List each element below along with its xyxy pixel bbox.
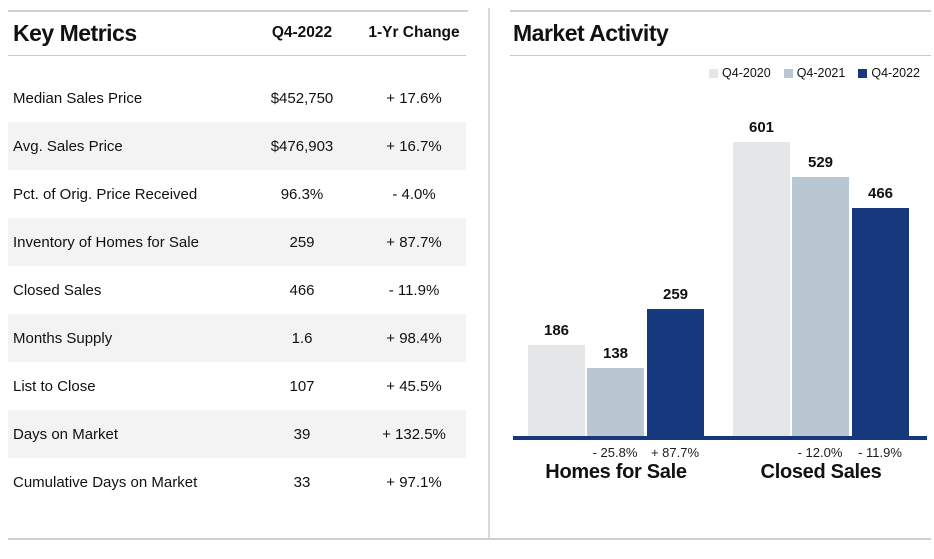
legend-swatch-icon <box>783 68 793 78</box>
table-row: Median Sales Price $452,750 + 17.6% <box>8 74 466 122</box>
legend-label: Q4-2022 <box>871 66 920 80</box>
table-row: Days on Market 39 + 132.5% <box>8 410 466 458</box>
metric-change: + 17.6% <box>386 89 442 107</box>
metric-value: 1.6 <box>291 329 313 347</box>
metric-change: - 11.9% <box>388 281 440 299</box>
table-row: Closed Sales 466 - 11.9% <box>8 266 466 314</box>
metric-change: + 45.5% <box>386 377 442 395</box>
table-row: Pct. of Orig. Price Received 96.3% - 4.0… <box>8 170 466 218</box>
pct-change-label: - 12.0% <box>797 445 843 460</box>
bar-value-label: 529 <box>807 154 834 171</box>
table-row: Inventory of Homes for Sale 259 + 87.7% <box>8 218 466 266</box>
metric-label: Cumulative Days on Market <box>13 473 198 491</box>
metric-value: 259 <box>289 233 315 251</box>
metric-value: 466 <box>289 281 315 299</box>
table-row: Cumulative Days on Market 33 + 97.1% <box>8 458 466 506</box>
bar-homes-q4-2022: 259 <box>647 286 704 436</box>
legend-item-q4-2020: Q4-2020 <box>709 66 771 80</box>
bar-homes-q4-2020: 186 <box>528 322 585 436</box>
table-row: Avg. Sales Price $476,903 + 16.7% <box>8 122 466 170</box>
legend-swatch-icon <box>858 68 868 78</box>
bar-closed-q4-2022: 466 <box>852 185 909 436</box>
metric-label: Median Sales Price <box>13 89 143 107</box>
metric-value: $452,750 <box>270 89 334 107</box>
column-header-1yr-change: 1-Yr Change <box>368 24 460 41</box>
metric-change: - 4.0% <box>392 185 436 203</box>
bar-value-label: 138 <box>602 345 629 362</box>
table-row: Months Supply 1.6 + 98.4% <box>8 314 466 362</box>
metric-change: + 87.7% <box>386 233 442 251</box>
metric-label: Inventory of Homes for Sale <box>13 233 199 251</box>
bar-value-label: 601 <box>748 119 775 136</box>
bar-closed-q4-2020: 601 <box>733 119 790 436</box>
market-activity-title: Market Activity <box>513 19 669 46</box>
metric-change: + 98.4% <box>386 329 442 347</box>
metric-value: 107 <box>289 377 315 395</box>
legend-label: Q4-2021 <box>796 66 846 80</box>
key-metrics-header: Key Metrics Q4-2022 1-Yr Change <box>8 12 466 54</box>
x-axis-baseline <box>513 436 927 440</box>
metric-change: + 97.1% <box>386 473 442 491</box>
bar-value-label: 259 <box>662 286 689 303</box>
metric-label: Avg. Sales Price <box>13 137 123 155</box>
metric-label: Days on Market <box>13 425 119 443</box>
bar-value-label: 466 <box>867 185 894 202</box>
top-rule-left <box>8 10 468 12</box>
category-label-closed-sales: Closed Sales <box>760 461 882 483</box>
legend-item-q4-2022: Q4-2022 <box>858 66 920 80</box>
top-rule-right <box>510 10 931 12</box>
panel-divider <box>488 8 490 538</box>
legend-item-q4-2021: Q4-2021 <box>783 66 846 80</box>
metric-value: 39 <box>293 425 311 443</box>
metric-label: List to Close <box>13 377 96 395</box>
bar-homes-q4-2021: 138 <box>587 345 644 436</box>
legend-swatch-icon <box>709 68 719 78</box>
metric-value: 96.3% <box>280 185 324 203</box>
category-label-homes-for-sale: Homes for Sale <box>545 461 687 483</box>
header-underline-left <box>8 55 466 56</box>
legend-label: Q4-2020 <box>722 66 771 80</box>
metric-change: + 132.5% <box>382 425 446 443</box>
metric-label: Months Supply <box>13 329 113 347</box>
metric-value: $476,903 <box>270 137 334 155</box>
bottom-rule <box>8 538 931 540</box>
bar-value-label: 186 <box>543 322 570 339</box>
key-metrics-table: Median Sales Price $452,750 + 17.6% Avg.… <box>8 74 466 506</box>
table-row: List to Close 107 + 45.5% <box>8 362 466 410</box>
bar-closed-q4-2021: 529 <box>792 154 849 436</box>
metric-label: Pct. of Orig. Price Received <box>13 185 198 203</box>
pct-change-label: - 25.8% <box>592 445 638 460</box>
pct-change-label: - 11.9% <box>858 445 902 460</box>
pct-change-label: + 87.7% <box>650 445 700 460</box>
metric-value: 33 <box>293 473 311 491</box>
chart-legend: Q4-2020 Q4-2021 Q4-2022 <box>510 65 920 81</box>
key-metrics-title: Key Metrics <box>13 19 137 46</box>
metric-label: Closed Sales <box>13 281 102 299</box>
header-underline-right <box>510 55 931 56</box>
metric-change: + 16.7% <box>386 137 442 155</box>
column-header-q4-2022: Q4-2022 <box>271 24 333 41</box>
